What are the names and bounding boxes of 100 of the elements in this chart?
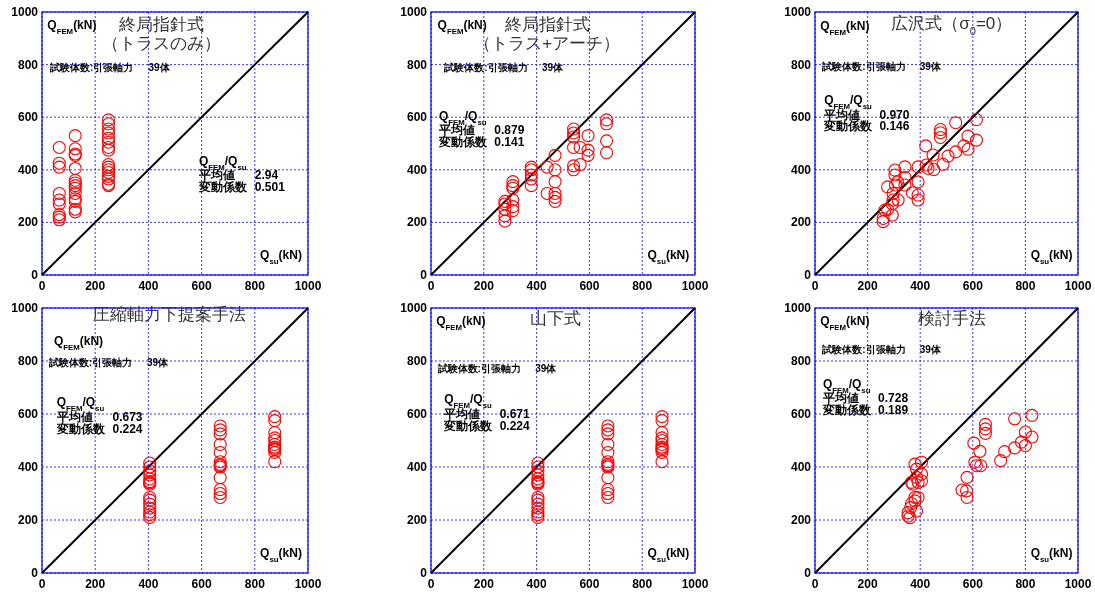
annotation: 0.728 [878,391,909,406]
point [600,134,614,148]
point [581,148,595,162]
point [1008,441,1022,455]
point [601,445,615,459]
y-tick-label: 0 [804,566,812,580]
point [101,126,116,140]
y-tick-label: 800 [406,354,428,368]
point [914,467,929,481]
point [600,117,614,131]
point [531,472,545,486]
point [949,145,963,159]
point [506,193,520,207]
point [213,490,227,505]
annotation: 変動係数 [823,119,874,134]
y-tick-label: 0 [31,566,39,580]
y-axis-title: Q$_{FEM}$(kN) [820,19,870,37]
x-tick-label: 400 [138,279,159,293]
point [885,197,899,211]
point [1008,412,1022,426]
point [143,468,157,482]
point [1025,408,1039,422]
point [268,414,282,428]
point [969,459,984,473]
point [909,462,924,476]
point [969,133,984,147]
point [655,414,669,428]
point [655,455,669,469]
y-tick-label: 600 [17,110,39,125]
point [506,200,520,214]
x-tick-label: 1000 [1064,279,1092,293]
point [68,186,82,201]
point [886,186,900,201]
y-axis-title: Q$_{FEM}$(kN) [436,314,486,332]
point [52,160,66,174]
x-tick-label: 1000 [681,577,709,591]
x-axis-title: Q$_{su}$(kN) [260,248,302,266]
point [52,186,66,201]
point [143,460,157,474]
point [898,178,912,192]
y-axis-title: Q$_{FEM}$(kN) [820,314,870,332]
y-tick-label: 200 [406,513,428,527]
y-tick-label: 600 [17,407,39,421]
point [52,197,66,211]
point [52,140,66,154]
y-axis-title: Q$_{FEM}$(kN) [53,334,104,352]
point [143,456,157,470]
point [498,214,512,228]
annotation: 39体 [541,62,564,74]
y-tick-label: 1000 [11,301,39,315]
annotation: 0.224 [499,418,530,433]
x-tick-label: 200 [473,279,495,293]
point [567,126,581,140]
point [961,129,975,143]
point [143,472,157,486]
annotation: 試験体数:引張軸力 [821,344,906,356]
chart-title: 山下式 [529,308,581,328]
point [581,129,595,143]
point [143,501,157,515]
point [52,156,66,170]
point [601,486,615,501]
chart-title: 終局指針式 [503,15,590,35]
y-tick-label: 400 [790,460,812,474]
annotation: 試験体数:引張軸力 [436,362,521,374]
point [101,113,116,127]
point [498,209,512,223]
point [886,193,900,207]
annotation: 変動係数 [437,135,488,150]
chart-title: 広沢式（σ$_{0}$=0） [891,14,1013,38]
point [978,426,992,440]
point [548,163,562,177]
annotation: 0.671 [499,406,530,421]
annotation: 39体 [148,62,171,74]
point [1018,438,1032,453]
point [876,211,890,226]
point [921,161,935,176]
point [919,158,933,172]
y-tick-label: 0 [31,268,39,282]
point [524,172,538,186]
point [600,146,614,160]
point [548,190,562,204]
y-tick-label: 600 [790,407,812,421]
point [927,162,941,177]
text: （トラス+アーチ） [474,34,621,54]
x-tick-label: 1000 [294,577,322,591]
annotation: 39体 [535,362,558,374]
y-tick-label: 1000 [400,301,428,315]
point [876,215,890,229]
x-tick-label: 800 [632,279,653,293]
y-tick-label: 1000 [784,301,812,315]
y-axis-title: Q$_{FEM}$(kN) [47,18,97,36]
point [524,179,538,193]
point [601,471,615,485]
point [548,175,562,189]
point [268,455,282,469]
point [978,422,992,436]
point [601,437,615,452]
point [143,464,157,478]
y-axis-title: Q$_{FEM}$(kN) [437,18,487,36]
point [978,417,992,431]
